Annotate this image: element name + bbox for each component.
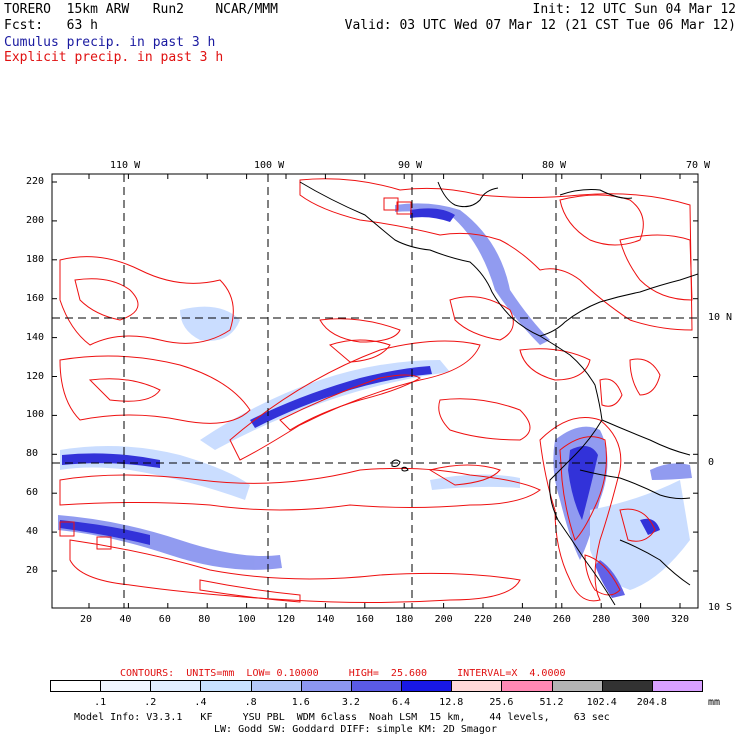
coastlines — [299, 181, 698, 606]
x-tick-label: 100 — [237, 614, 256, 625]
axis-ticks — [52, 174, 698, 608]
legend-threshold-label: 102.4 — [586, 697, 617, 708]
legend-threshold-label: 3.2 — [341, 697, 360, 708]
graticule — [52, 174, 698, 608]
y-tick-label: 200 — [26, 214, 45, 226]
x-tick-label: 220 — [474, 614, 493, 625]
legend-swatch — [501, 680, 553, 692]
cumulus-precip-label: Cumulus precip. in past 3 h — [4, 35, 216, 50]
legend-threshold-label: 204.8 — [636, 697, 667, 708]
legend-swatch — [350, 680, 403, 692]
model-info: Model Info: V3.3.1 KF YSU PBL WDM 6class… — [74, 712, 610, 723]
x-tick-label: 200 — [434, 614, 453, 625]
legend-swatch — [551, 680, 603, 692]
legend-unit: mm — [708, 697, 721, 708]
legend-swatch — [651, 680, 703, 692]
x-tick-label: 320 — [671, 614, 690, 625]
legend-threshold-label: 12.8 — [439, 697, 464, 708]
cumulus-precip-field — [58, 203, 692, 598]
legend-threshold-label: .2 — [144, 697, 157, 708]
y-tick-label: 120 — [26, 370, 45, 382]
y-tick-label: 40 — [26, 526, 39, 538]
y-tick-label: 60 — [26, 487, 39, 499]
legend-swatch — [150, 680, 202, 692]
legend-threshold-label: .1 — [94, 697, 107, 708]
lat-label-0: 0 — [708, 457, 715, 468]
legend-swatch — [100, 680, 152, 692]
x-tick-label: 180 — [395, 614, 414, 625]
legend-threshold-label: 51.2 — [539, 697, 564, 708]
x-tick-label: 280 — [592, 614, 611, 625]
legend-swatch — [50, 680, 102, 692]
header-model-title: TORERO 15km ARW Run2 NCAR/MMM — [4, 2, 278, 17]
y-tick-label: 220 — [26, 176, 45, 187]
lon-label-110w: 110 W — [110, 160, 141, 171]
x-tick-label: 140 — [316, 614, 335, 625]
lon-label-70w: 70 W — [686, 160, 711, 171]
y-tick-label: 100 — [26, 409, 45, 421]
lat-label-10n: 10 N — [708, 312, 733, 323]
legend-threshold-label: 6.4 — [392, 697, 411, 708]
contour-info: CONTOURS: UNITS=mm LOW= 0.10000 HIGH= 25… — [120, 668, 566, 679]
legend-threshold-label: 25.6 — [489, 697, 514, 708]
x-tick-label: 240 — [513, 614, 532, 625]
physics-info: LW: Godd SW: Goddard DIFF: simple KM: 2D… — [214, 724, 497, 735]
x-tick-label: 60 — [158, 614, 171, 625]
legend-threshold-label: 1.6 — [291, 697, 310, 708]
legend-threshold-label: .4 — [194, 697, 207, 708]
legend-swatch — [250, 680, 302, 692]
y-tick-label: 140 — [26, 331, 45, 343]
lon-label-80w: 80 W — [542, 160, 567, 171]
x-tick-label: 20 — [80, 614, 93, 625]
x-tick-label: 160 — [355, 614, 374, 625]
lon-label-100w: 100 W — [254, 160, 285, 171]
explicit-precip-label: Explicit precip. in past 3 h — [4, 50, 224, 65]
map-frame — [51, 173, 699, 609]
x-tick-label: 40 — [119, 614, 132, 625]
header-init-time: Init: 12 UTC Sun 04 Mar 12 — [532, 2, 737, 17]
x-tick-label: 300 — [631, 614, 650, 625]
y-tick-label: 20 — [26, 565, 39, 576]
legend-swatch — [300, 680, 352, 692]
x-tick-label: 120 — [277, 614, 296, 625]
y-tick-label: 160 — [26, 292, 45, 304]
legend-threshold-label: .8 — [244, 697, 257, 708]
header-valid-time: Valid: 03 UTC Wed 07 Mar 12 (21 CST Tue … — [344, 18, 736, 33]
y-tick-label: 180 — [26, 253, 45, 265]
x-tick-label: 260 — [552, 614, 571, 625]
lat-label-10s: 10 S — [708, 602, 733, 613]
legend-swatch — [451, 680, 503, 692]
legend-swatch — [200, 680, 252, 692]
explicit-precip-contours — [59, 178, 693, 603]
lon-label-90w: 90 W — [398, 160, 423, 171]
x-tick-label: 80 — [198, 614, 211, 625]
header-forecast-hour: Fcst: 63 h — [4, 18, 98, 33]
legend-swatch — [401, 680, 453, 692]
y-tick-label: 80 — [26, 448, 39, 460]
legend-swatch — [601, 680, 653, 692]
